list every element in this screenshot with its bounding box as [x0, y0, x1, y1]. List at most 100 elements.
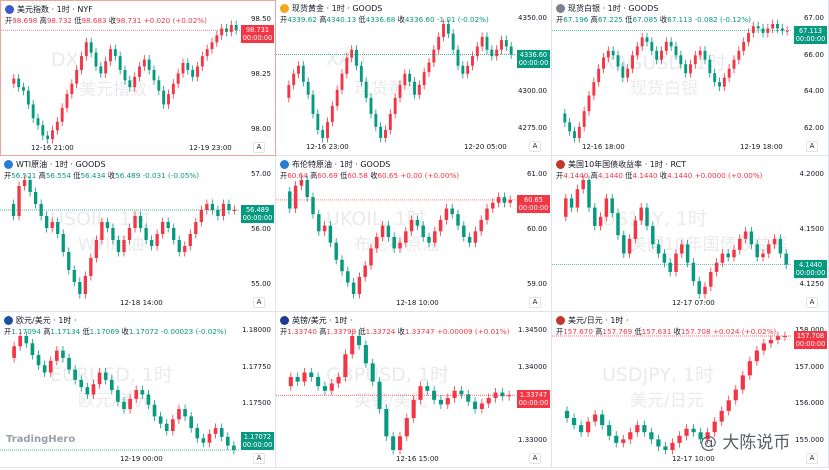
auto-scale-button[interactable]: A	[529, 141, 541, 152]
candlestick-plot[interactable]	[276, 312, 552, 468]
candle-body	[287, 85, 291, 98]
candle-body	[761, 343, 766, 351]
candle-body	[645, 37, 649, 42]
candle-body	[575, 189, 580, 208]
candle-body	[727, 68, 731, 78]
candle-body	[640, 37, 644, 47]
candle-body	[397, 436, 403, 450]
last-price-countdown: 00:00:00	[795, 268, 826, 277]
candle-body	[438, 219, 443, 232]
candle-body	[674, 46, 678, 56]
candle-body	[99, 66, 103, 74]
candle-body	[196, 66, 199, 77]
chart-panel[interactable]: 美国10年国债收益率 · 1时 · RCT 开4.1440 高4.1440 低4.…	[552, 156, 829, 312]
last-price-countdown: 00:00:00	[518, 203, 549, 212]
auto-scale-button[interactable]: A	[806, 141, 818, 152]
chart-panel[interactable]: 欧元/美元 · 1时 · 开1.17094 高1.17134 低1.17069 …	[0, 312, 276, 468]
candle-body	[593, 207, 597, 226]
candle-body	[602, 57, 605, 69]
ohlc-label: 开	[5, 16, 13, 25]
symbol-watermark-cn: 现货白银	[630, 79, 698, 99]
candlestick-plot[interactable]	[0, 312, 276, 468]
chart-panel[interactable]: 美元/日元 · 1时 · 开157.670 高157.769 低157.631 …	[552, 312, 829, 468]
candle-body	[48, 360, 53, 373]
candle-body	[466, 394, 471, 402]
candle-body	[188, 234, 192, 246]
candle-body	[357, 276, 362, 294]
chart-panel[interactable]: WTI原油 · 1时 · GOODS 开56.521 高56.554 低56.43…	[0, 156, 276, 312]
candle-body	[67, 357, 71, 370]
chart-panel[interactable]: 现货黄金 · 1时 · GOODS 开4339.62 高4340.13 低4336…	[276, 0, 552, 156]
last-price-value: 157.708	[796, 332, 825, 340]
candle-body	[564, 198, 568, 217]
symbol-watermark: UKOIL, 1时	[326, 208, 426, 230]
candle-body	[404, 418, 409, 437]
candlestick-plot[interactable]	[1, 1, 276, 156]
candle-body	[177, 240, 181, 252]
chart-panel[interactable]: 现货白银 · 1时 · GOODS 开67.196 高67.225 低67.085…	[552, 0, 829, 156]
y-tick-label: 155.000	[795, 436, 824, 444]
last-price-value: 1.17072	[243, 433, 272, 441]
auto-scale-button[interactable]: A	[253, 453, 265, 464]
candle-body	[639, 207, 643, 221]
ohlc-value: 60.69	[317, 171, 341, 180]
candle-body	[60, 107, 64, 122]
candle-body	[651, 225, 655, 245]
candlestick-plot[interactable]	[552, 156, 828, 312]
auto-scale-button[interactable]: A	[529, 297, 541, 308]
candle-body	[703, 286, 707, 294]
candlestick-plot[interactable]	[0, 156, 276, 312]
candle-body	[610, 198, 614, 214]
y-tick-label: 1.18000	[242, 326, 271, 334]
candle-body	[577, 126, 581, 138]
candlestick-plot[interactable]	[552, 0, 828, 156]
candle-body	[674, 253, 678, 272]
ohlc-value: 1.17069	[89, 327, 122, 336]
candle-body	[36, 355, 41, 366]
candle-body	[152, 404, 157, 417]
candle-body	[109, 379, 114, 391]
candle-body	[17, 78, 21, 88]
candlestick-plot[interactable]	[276, 156, 552, 312]
candle-body	[418, 386, 423, 400]
candle-body	[369, 248, 373, 266]
auto-scale-button[interactable]: A	[806, 453, 818, 464]
candle-body	[614, 435, 619, 443]
candle-body	[459, 390, 464, 395]
chart-panel[interactable]: 布伦特原油 · 1时 · GOODS 开60.64 高60.69 低60.58 收…	[276, 156, 552, 312]
chart-panel[interactable]: 美元指数 · 1时 · NYF 开98.698 高98.732 低98.683 收…	[0, 0, 276, 156]
chart-panel[interactable]: 英镑/美元 · 1时 · 开1.33740 高1.33799 低1.33724 …	[276, 312, 552, 468]
candle-body	[133, 76, 137, 88]
x-tick-label: 12-19 00:00	[120, 455, 163, 463]
auto-scale-button[interactable]: A	[529, 453, 541, 464]
candle-body	[504, 40, 508, 47]
ohlc-label: 收	[121, 327, 129, 336]
candle-body	[606, 50, 610, 58]
x-tick-label: 12-19 18:00	[740, 143, 783, 151]
ohlc-value: 98.683	[81, 16, 109, 25]
candle-body	[200, 56, 204, 67]
panel-header: 布伦特原油 · 1时 · GOODS	[280, 159, 390, 170]
candle-body	[330, 105, 334, 122]
candle-body	[485, 208, 489, 220]
candlestick-plot[interactable]	[552, 312, 828, 468]
candle-body	[51, 130, 54, 139]
auto-scale-button[interactable]: A	[253, 142, 265, 153]
candlestick-plot[interactable]	[276, 0, 552, 156]
candle-body	[80, 56, 83, 70]
candle-body	[322, 386, 327, 391]
candle-body	[109, 49, 112, 62]
candle-body	[122, 401, 126, 410]
candle-body	[697, 281, 701, 294]
candle-body	[225, 436, 230, 446]
ohlc-label: 高	[319, 327, 327, 336]
candle-body	[216, 210, 220, 216]
candle-body	[166, 222, 170, 228]
auto-scale-button[interactable]: A	[253, 297, 265, 308]
candle-body	[784, 253, 788, 265]
candle-body	[677, 435, 682, 443]
ohlc-value: 157.670	[563, 327, 596, 336]
candle-body	[11, 204, 16, 216]
auto-scale-button[interactable]: A	[806, 297, 818, 308]
last-price-countdown: 00:00:00	[518, 399, 549, 408]
